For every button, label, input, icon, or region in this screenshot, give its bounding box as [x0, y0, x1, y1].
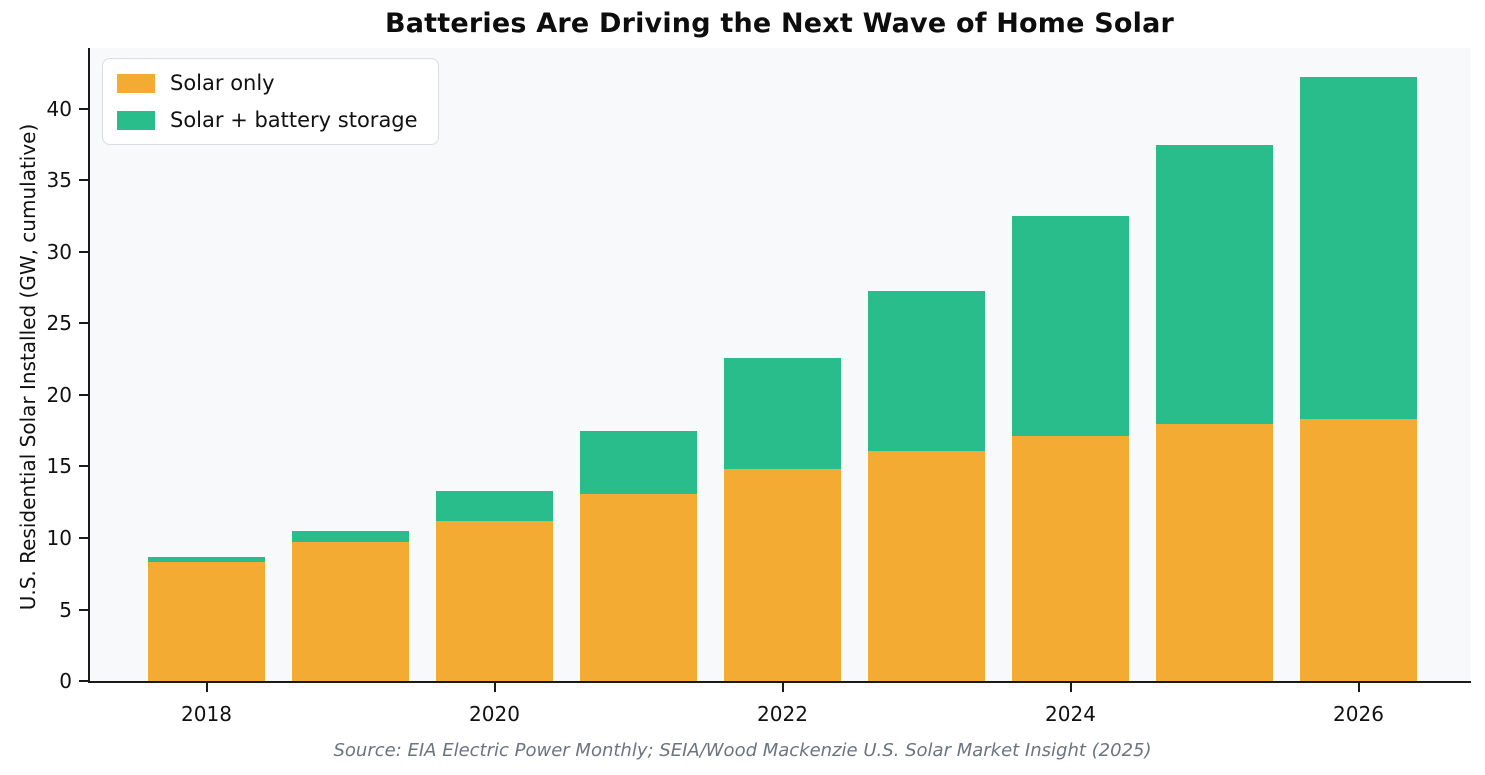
y-tick-label-35: 35: [46, 168, 72, 193]
x-tick-label-2026: 2026: [1333, 702, 1384, 726]
bar-2022-solar-segment: [724, 469, 841, 681]
bar-2019-solar-segment: [292, 542, 409, 681]
bar-2025-solar-segment: [1156, 423, 1273, 681]
bar-2025: [1156, 144, 1273, 681]
y-tick-mark-15: [79, 465, 88, 468]
bar-2018-solar-segment: [148, 562, 265, 681]
x-tick-mark-2026: [1357, 683, 1360, 692]
y-tick-mark-30: [79, 250, 88, 253]
bar-2021: [580, 430, 697, 681]
y-tick-mark-25: [79, 322, 88, 325]
bar-2025-battery-segment: [1156, 144, 1273, 424]
bar-2019-battery-segment: [292, 530, 409, 543]
solar-only-swatch-icon: [117, 73, 155, 93]
bar-2023-battery-segment: [868, 290, 985, 451]
y-tick-mark-5: [79, 608, 88, 611]
x-tick-label-2024: 2024: [1045, 702, 1096, 726]
bars-container: [90, 48, 1471, 681]
y-tick-label-25: 25: [46, 311, 72, 336]
x-tick-label-2022: 2022: [757, 702, 808, 726]
bar-2019: [292, 530, 409, 681]
y-tick-mark-35: [79, 179, 88, 182]
y-tick-label-30: 30: [46, 239, 72, 264]
y-tick-label-5: 5: [59, 597, 72, 622]
bar-2026-battery-segment: [1300, 77, 1417, 420]
y-tick-label-15: 15: [46, 454, 72, 479]
y-axis-label: U.S. Residential Solar Installed (GW, cu…: [16, 123, 40, 611]
bar-2026: [1300, 77, 1417, 681]
bar-2021-battery-segment: [580, 430, 697, 494]
x-tick-label-2018: 2018: [181, 702, 232, 726]
legend-item-solar-only: Solar only: [117, 71, 418, 95]
chart-title: Batteries Are Driving the Next Wave of H…: [384, 8, 1175, 39]
y-tick-label-40: 40: [46, 96, 72, 121]
bar-2020-battery-segment: [436, 490, 553, 521]
bar-2024-solar-segment: [1012, 436, 1129, 681]
x-tick-label-2020: 2020: [469, 702, 520, 726]
y-tick-label-0: 0: [59, 669, 72, 693]
y-tick-mark-20: [79, 393, 88, 396]
y-tick-label-20: 20: [46, 382, 72, 407]
bar-2018-battery-segment: [148, 556, 265, 563]
y-tick-label-10: 10: [46, 525, 72, 550]
x-tick-mark-2022: [781, 683, 784, 692]
y-tick-mark-0: [79, 680, 88, 682]
bar-2023-solar-segment: [868, 450, 985, 681]
x-tick-mark-2018: [205, 683, 208, 692]
bar-2021-solar-segment: [580, 493, 697, 681]
bar-2024: [1012, 216, 1129, 681]
legend: Solar only Solar + battery storage: [102, 58, 439, 145]
x-tick-mark-2024: [1069, 683, 1072, 692]
x-tick-mark-2020: [493, 683, 496, 692]
bar-2020-solar-segment: [436, 520, 553, 681]
bar-2018: [148, 556, 265, 681]
y-tick-mark-40: [79, 107, 88, 110]
bar-2020: [436, 490, 553, 681]
legend-label-solar-only: Solar only: [170, 71, 275, 95]
y-tick-mark-10: [79, 536, 88, 539]
legend-item-solar-battery: Solar + battery storage: [117, 108, 418, 132]
bar-2022: [724, 357, 841, 681]
plot-area: Solar only Solar + battery storage 0 5 10 1…: [47, 48, 1471, 726]
bar-2023: [868, 290, 985, 681]
solar-battery-swatch-icon: [117, 110, 155, 130]
bar-2024-battery-segment: [1012, 216, 1129, 437]
source-note: Source: EIA Electric Power Monthly; SEIA…: [333, 740, 1152, 761]
legend-label-solar-battery: Solar + battery storage: [170, 108, 418, 132]
bar-2026-solar-segment: [1300, 419, 1417, 681]
bar-2022-battery-segment: [724, 357, 841, 470]
